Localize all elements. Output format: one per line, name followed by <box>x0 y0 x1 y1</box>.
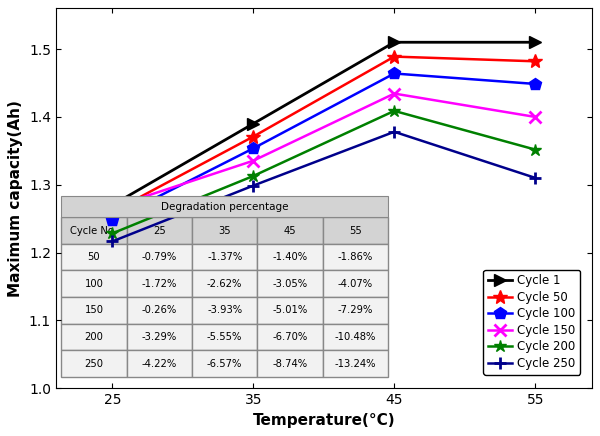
Cycle 50 <box>109 209 116 215</box>
Cycle 200 <box>391 108 398 113</box>
Line: Cycle 1: Cycle 1 <box>107 37 541 211</box>
Y-axis label: Maximum capacity(Ah): Maximum capacity(Ah) <box>8 100 23 297</box>
Cycle 100 <box>109 217 116 222</box>
Line: Cycle 150: Cycle 150 <box>106 87 542 214</box>
Line: Cycle 250: Cycle 250 <box>107 126 541 247</box>
Legend: Cycle 1, Cycle 50, Cycle 100, Cycle 150, Cycle 200, Cycle 250: Cycle 1, Cycle 50, Cycle 100, Cycle 150,… <box>483 269 580 375</box>
Cycle 50 <box>532 59 539 64</box>
Text: Degradation percentage: Degradation percentage <box>161 202 289 212</box>
Cycle 150 <box>109 204 116 210</box>
Cycle 150 <box>250 158 257 164</box>
Cycle 250 <box>532 175 539 181</box>
Cycle 150 <box>391 91 398 96</box>
Cycle 1 <box>532 40 539 45</box>
Cycle 200 <box>532 147 539 152</box>
Cycle 50 <box>250 134 257 139</box>
Cycle 100 <box>532 82 539 87</box>
Cycle 200 <box>250 174 257 179</box>
Line: Cycle 100: Cycle 100 <box>106 67 542 226</box>
Cycle 250 <box>250 183 257 188</box>
Cycle 100 <box>250 146 257 151</box>
Cycle 1 <box>109 202 116 208</box>
Cycle 250 <box>391 129 398 134</box>
Cycle 1 <box>250 121 257 126</box>
Line: Cycle 200: Cycle 200 <box>106 105 542 240</box>
X-axis label: Temperature(°C): Temperature(°C) <box>253 412 395 428</box>
Cycle 200 <box>109 231 116 236</box>
Line: Cycle 50: Cycle 50 <box>106 50 542 219</box>
Cycle 50 <box>391 54 398 59</box>
Cycle 1 <box>391 40 398 45</box>
Cycle 100 <box>391 71 398 76</box>
Cycle 250 <box>109 239 116 244</box>
Cycle 150 <box>532 114 539 119</box>
Bar <box>61 196 388 217</box>
